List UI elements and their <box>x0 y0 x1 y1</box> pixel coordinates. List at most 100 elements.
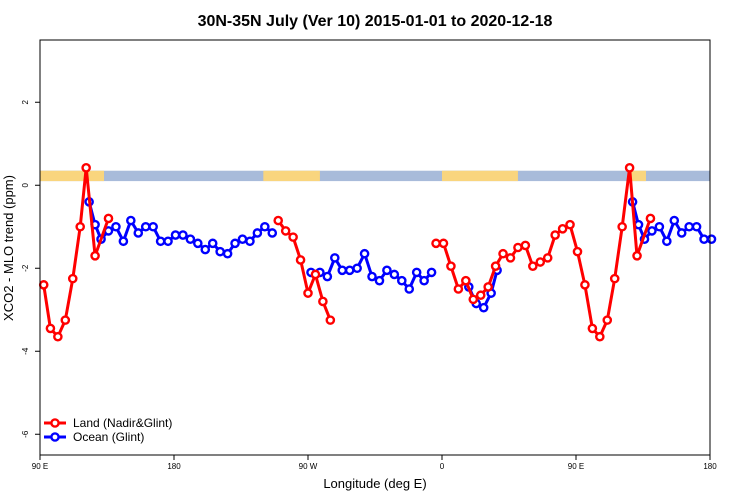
land-data-point <box>431 238 441 249</box>
land-data-point <box>475 290 486 301</box>
ocean-data-point <box>352 263 362 274</box>
ocean-data-point <box>170 230 181 240</box>
ocean-data-point <box>178 230 188 240</box>
land-data-point <box>617 221 627 232</box>
land-data-point <box>53 331 63 342</box>
ocean-data-point <box>344 265 355 276</box>
ocean-data-point <box>200 244 211 255</box>
x-tick-label: 180 <box>703 462 717 471</box>
ocean-data-point <box>691 221 702 232</box>
land-data-point <box>535 257 546 267</box>
land-data-point <box>513 242 523 253</box>
ocean-data-point <box>684 221 694 232</box>
ocean-band <box>40 170 710 182</box>
ocean-data-point <box>669 215 680 226</box>
land-data-point <box>81 163 91 173</box>
land-data-point <box>528 261 538 271</box>
land-data-point <box>609 273 620 284</box>
ocean-data-point <box>382 265 392 276</box>
x-tick-label: 0 <box>440 462 445 471</box>
land-data-point <box>318 296 328 307</box>
land-data-point <box>505 253 516 263</box>
ocean-data-point <box>237 234 248 244</box>
land-band-segment <box>40 170 105 182</box>
ocean-data-point <box>374 275 385 286</box>
x-tick-label: 90 E <box>32 462 48 471</box>
land-data-point <box>303 288 313 298</box>
ocean-data-point <box>252 228 263 238</box>
land-data-point <box>498 248 508 259</box>
land-data-point <box>461 275 471 286</box>
land-data-point <box>446 261 456 271</box>
ocean-data-point <box>389 269 400 280</box>
ocean-data-point <box>699 234 709 244</box>
land-data-point <box>468 294 479 305</box>
land-series-line <box>436 166 652 339</box>
land-data-point <box>288 232 298 242</box>
land-data-point <box>453 284 464 294</box>
land-data-point <box>645 213 656 224</box>
land-data-point <box>580 280 590 290</box>
ocean-data-point <box>654 221 665 232</box>
ocean-data-point <box>706 234 717 244</box>
ocean-data-point <box>359 248 370 259</box>
land-data-point <box>310 269 321 280</box>
y-tick-label: -4 <box>21 347 30 355</box>
land-data-point <box>67 273 78 284</box>
land-data-point <box>75 221 85 232</box>
x-tick-label: 90 W <box>299 462 318 471</box>
ocean-data-point <box>215 246 225 257</box>
land-band-segment <box>442 170 518 182</box>
legend-label: Ocean (Glint) <box>73 430 144 444</box>
ocean-data-point <box>260 221 270 232</box>
ocean-data-point <box>322 271 333 282</box>
land-data-point <box>490 261 501 271</box>
land-data-point <box>520 240 531 251</box>
ocean-data-point <box>662 236 672 247</box>
land-data-point <box>542 253 553 263</box>
land-data-point <box>438 238 449 249</box>
y-tick-label: 0 <box>21 182 30 187</box>
ocean-data-point <box>337 265 348 276</box>
y-tick-label: -6 <box>21 430 30 438</box>
ocean-data-point <box>230 238 240 249</box>
y-axis: -6 -4 -2 0 2 <box>21 99 40 438</box>
land-data-point <box>595 331 605 342</box>
ocean-data-point <box>126 215 136 226</box>
ocean-data-point <box>163 236 173 247</box>
land-data-point <box>565 219 575 230</box>
ocean-data-point <box>118 236 129 247</box>
ocean-data-point <box>140 221 151 232</box>
land-data-point <box>602 315 613 325</box>
land-data-point <box>60 315 71 325</box>
land-series-line <box>42 166 110 339</box>
ocean-data-point <box>148 221 158 232</box>
land-band-segment <box>628 170 646 182</box>
plot-frame <box>39 39 711 456</box>
ocean-data-point <box>207 238 218 249</box>
ocean-data-point <box>426 267 437 278</box>
ocean-data-point <box>676 228 687 238</box>
land-ocean-band <box>40 170 710 182</box>
ocean-data-point <box>185 234 196 244</box>
ocean-data-point <box>111 221 121 232</box>
ocean-data-point <box>367 271 377 282</box>
ocean-data-point <box>193 238 203 249</box>
land-data-point <box>103 213 114 224</box>
ocean-data-point <box>404 284 415 294</box>
ocean-data-point <box>478 302 489 313</box>
legend-marker <box>50 418 60 428</box>
land-data-point <box>572 246 583 257</box>
ocean-data-point <box>245 236 255 247</box>
ocean-data-point <box>411 267 422 278</box>
ocean-series <box>84 197 717 313</box>
land-data-point <box>550 230 560 240</box>
land-data-point <box>45 323 56 334</box>
y-axis-label: XCO2 - MLO trend (ppm) <box>1 175 16 321</box>
y-tick-label: -2 <box>21 264 30 272</box>
x-tick-label: 90 E <box>568 462 584 471</box>
land-data-point <box>280 226 291 236</box>
land-data-point <box>38 280 49 290</box>
land-data-point <box>483 282 493 292</box>
